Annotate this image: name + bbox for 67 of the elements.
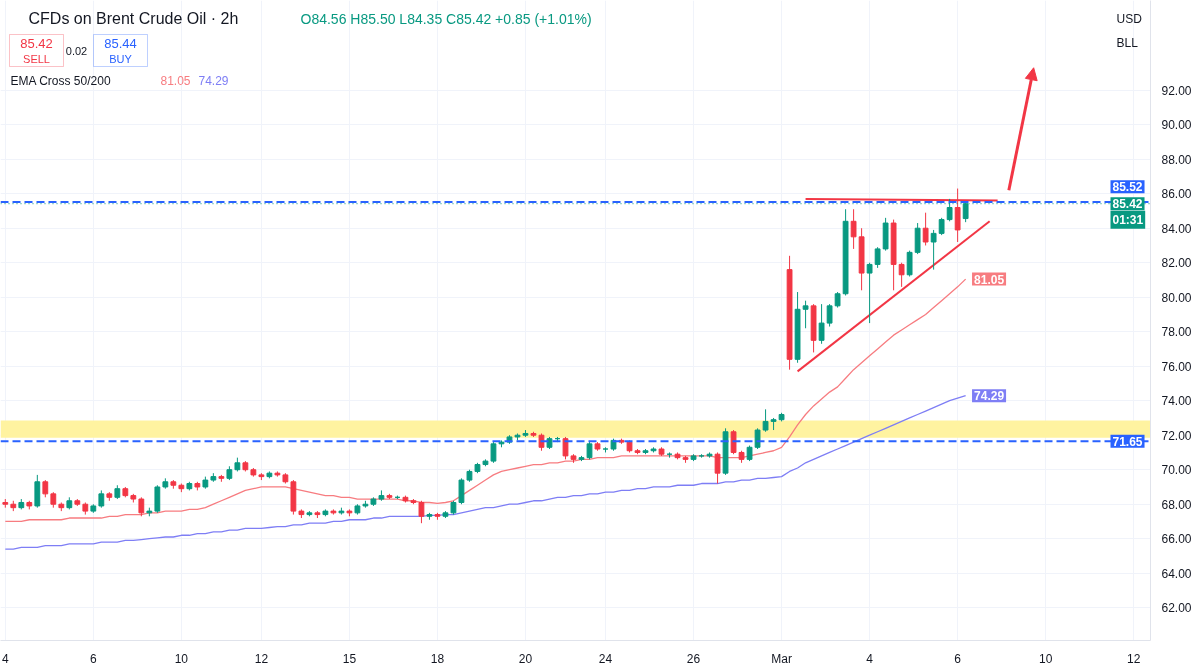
x-tick-label: 6	[90, 651, 97, 666]
x-tick-label: 12	[1127, 651, 1141, 666]
annotation: SELL	[23, 52, 50, 65]
annotation: BUY	[109, 52, 133, 65]
candlestick	[818, 303, 825, 345]
y-tick-label: 90.00	[1161, 118, 1192, 133]
x-tick-label: 12	[254, 651, 269, 666]
y-tick-label: 72.00	[1161, 428, 1192, 443]
y-tick-label: 92.00	[1161, 83, 1192, 98]
y-tick-label: 64.00	[1161, 566, 1192, 581]
candlestick	[874, 246, 881, 269]
y-tick-label: 88.00	[1161, 152, 1192, 167]
annotation: USD	[1116, 11, 1143, 26]
annotation: 81.05	[160, 74, 191, 88]
candlestick	[850, 208, 857, 250]
candlestick	[490, 441, 497, 464]
y-tick-label: 78.00	[1161, 325, 1192, 340]
x-tick-label: Mar	[771, 651, 792, 666]
y-tick-label: 62.00	[1161, 601, 1192, 616]
candlestick	[418, 500, 425, 524]
annotation: 74.29	[198, 74, 229, 88]
annotation: 85.42	[20, 36, 53, 51]
candlestick	[898, 262, 905, 288]
x-tick-label: 4	[866, 651, 874, 666]
ref-line-label: 85.52	[1112, 180, 1143, 195]
x-tick-label: 6	[954, 651, 962, 666]
candlestick	[826, 303, 833, 328]
x-tick-label: 24	[598, 651, 613, 666]
y-tick-label: 66.00	[1161, 532, 1192, 547]
annotation: BLL	[1116, 35, 1139, 50]
annotation: EMA Cross 50/200	[10, 73, 111, 88]
x-tick-label: 4	[1, 651, 9, 666]
y-tick-label: 74.00	[1161, 394, 1192, 409]
x-tick-label: 26	[686, 651, 701, 666]
y-tick-label: 70.00	[1161, 463, 1192, 478]
text: CFDs on Brent Crude Oil · 2h	[28, 10, 239, 27]
candlestick	[730, 429, 737, 455]
y-tick-label: 76.00	[1161, 359, 1192, 374]
candlestick	[714, 451, 721, 485]
data-label: 74.29	[974, 389, 1005, 404]
annotation: 85.44	[104, 36, 137, 51]
y-tick-label: 86.00	[1161, 187, 1192, 202]
x-tick-label: 15	[342, 651, 357, 666]
x-tick-label: 20	[518, 651, 533, 666]
candlestick	[930, 229, 937, 271]
annotation: 0.02	[65, 44, 88, 57]
y-tick-label: 80.00	[1161, 290, 1192, 305]
y-tick-label: 68.00	[1161, 497, 1192, 512]
candlestick	[866, 262, 873, 324]
x-tick-label: 10	[174, 651, 189, 666]
annotation: 01:31	[1112, 212, 1144, 227]
candlestick	[562, 436, 569, 460]
ref-line-label: 71.65	[1112, 434, 1143, 449]
x-tick-label: 10	[1038, 651, 1053, 666]
candlestick	[762, 408, 769, 433]
data-label: 81.05	[974, 272, 1005, 287]
candlestick	[922, 212, 929, 246]
candlestick	[138, 496, 145, 517]
candlestick	[906, 250, 913, 278]
text: O84.56 H85.50 L84.35 C85.42 +0.85 (+1.01%)	[300, 10, 592, 27]
line-series	[4, 395, 967, 550]
x-tick-label: 18	[430, 651, 445, 666]
candlestick	[802, 300, 809, 329]
ref-line-label: 85.42	[1112, 197, 1143, 212]
y-tick-label: 82.00	[1161, 256, 1192, 271]
line-series	[4, 278, 967, 523]
y-tick-label: 84.00	[1161, 221, 1192, 236]
